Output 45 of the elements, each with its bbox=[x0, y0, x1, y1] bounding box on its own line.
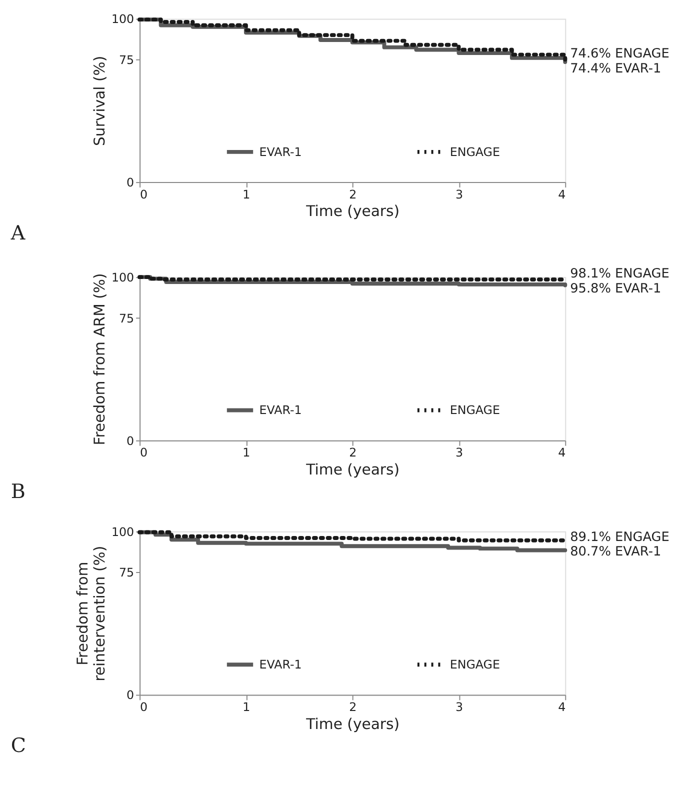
x-tick-label: 2 bbox=[349, 700, 357, 714]
y-tick-label: 0 bbox=[126, 688, 134, 702]
text: C bbox=[10, 734, 26, 758]
x-axis-title: Time (years) bbox=[305, 203, 400, 220]
y-tick-label: 0 bbox=[126, 434, 134, 448]
y-tick-label: 100 bbox=[111, 12, 134, 26]
y-axis-title: Survival (%) bbox=[92, 56, 109, 146]
x-tick-label: 4 bbox=[558, 700, 566, 714]
text: 98.1% ENGAGE bbox=[570, 266, 670, 282]
x-tick-label: 3 bbox=[455, 446, 464, 460]
y-tick-label: 75 bbox=[119, 53, 134, 68]
x-tick-label: 4 bbox=[558, 446, 566, 460]
legend-label: EVAR-1 bbox=[259, 403, 302, 418]
legend-label: ENGAGE bbox=[450, 658, 500, 672]
text: 80.7% EVAR-1 bbox=[570, 544, 662, 560]
x-tick-label: 1 bbox=[242, 187, 250, 202]
y-axis-title: Freedom from reintervention (%) bbox=[74, 546, 109, 682]
x-tick-label: 1 bbox=[242, 700, 250, 714]
x-tick-label: 0 bbox=[140, 446, 148, 460]
y-tick-label: 100 bbox=[111, 270, 134, 285]
legend-label: EVAR-1 bbox=[259, 144, 302, 159]
y-tick-label: 75 bbox=[119, 311, 134, 326]
text: A bbox=[10, 221, 26, 244]
x-tick-label: 2 bbox=[349, 446, 357, 460]
text: 74.6% ENGAGE bbox=[570, 46, 670, 62]
x-tick-label: 0 bbox=[140, 700, 148, 714]
legend-label: ENGAGE bbox=[450, 144, 500, 159]
x-axis-title: Time (years) bbox=[305, 716, 400, 733]
y-tick-label: 100 bbox=[111, 524, 134, 539]
legend-label: ENGAGE bbox=[450, 403, 500, 418]
text: 95.8% EVAR-1 bbox=[570, 281, 662, 296]
text: B bbox=[10, 480, 26, 503]
x-tick-label: 3 bbox=[455, 187, 464, 202]
y-tick-label: 75 bbox=[119, 566, 134, 580]
y-axis-title: Freedom from ARM (%) bbox=[92, 273, 109, 446]
text: 74.4% EVAR-1 bbox=[570, 61, 662, 76]
text: 89.1% ENGAGE bbox=[570, 530, 670, 545]
legend-label: EVAR-1 bbox=[259, 658, 302, 672]
x-tick-label: 2 bbox=[349, 187, 357, 202]
x-tick-label: 3 bbox=[455, 700, 464, 714]
x-tick-label: 4 bbox=[558, 187, 566, 202]
y-tick-label: 0 bbox=[126, 176, 134, 190]
x-axis-title: Time (years) bbox=[305, 462, 400, 479]
x-tick-label: 0 bbox=[140, 187, 148, 202]
x-tick-label: 1 bbox=[242, 446, 250, 460]
